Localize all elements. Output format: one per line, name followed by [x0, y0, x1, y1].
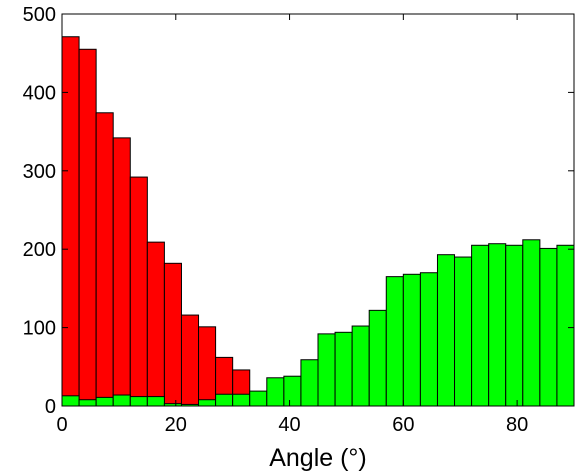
x-tick-label-0: 0 — [56, 414, 67, 436]
y-tick-label-3: 300 — [23, 161, 56, 183]
bar-series-1-bin-0 — [61, 395, 80, 407]
bar-series-0-bin-5 — [146, 241, 165, 407]
y-tick-label-4: 400 — [23, 82, 56, 104]
bars-layer — [61, 36, 575, 407]
bar-series-1-bin-4 — [129, 396, 148, 407]
axes-layer — [61, 13, 575, 407]
bar-series-0-bin-2 — [95, 112, 114, 407]
bar-series-1-bin-27 — [522, 239, 541, 407]
bar-series-1-bin-24 — [471, 244, 490, 407]
bar-series-1-bin-1 — [78, 399, 97, 407]
bar-series-1-bin-20 — [402, 273, 421, 407]
bar-series-1-bin-18 — [368, 309, 387, 407]
bar-series-1-bin-13 — [283, 375, 302, 407]
bar-series-1-bin-8 — [198, 399, 217, 407]
bar-series-1-bin-16 — [334, 331, 353, 407]
plot-frame — [61, 13, 575, 407]
bar-series-1-bin-23 — [454, 256, 473, 407]
bar-series-1-bin-22 — [436, 254, 456, 407]
y-tick-label-1: 100 — [23, 318, 56, 340]
bar-series-0-bin-3 — [112, 137, 131, 407]
bar-series-0-bin-6 — [163, 262, 182, 407]
y-tick-label-2: 200 — [23, 239, 56, 261]
bar-series-1-bin-9 — [215, 393, 234, 407]
x-tick-label-2: 40 — [278, 414, 300, 436]
bar-series-1-bin-19 — [385, 276, 404, 407]
bar-series-1-bin-10 — [232, 393, 251, 407]
bar-series-1-bin-25 — [488, 243, 507, 407]
bar-series-1-bin-3 — [112, 394, 131, 407]
bar-series-1-bin-17 — [351, 325, 370, 407]
x-tick-label-1: 20 — [165, 414, 187, 436]
bar-series-1-bin-5 — [146, 396, 165, 407]
bar-series-1-bin-14 — [300, 359, 319, 407]
bar-series-1-bin-26 — [505, 244, 524, 407]
labels-layer: 0 20 40 60 80 0 100 200 300 400 500 Angle (°) — [23, 4, 529, 472]
bar-series-1-bin-28 — [539, 247, 558, 407]
y-tick-label-0: 0 — [45, 396, 56, 418]
bar-series-1-bin-21 — [419, 272, 438, 407]
bar-series-0-bin-8 — [198, 326, 217, 407]
x-tick-label-4: 80 — [506, 414, 528, 436]
bar-series-1-bin-2 — [95, 396, 114, 407]
x-tick-label-3: 60 — [392, 414, 414, 436]
bar-series-0-bin-4 — [129, 176, 148, 407]
bar-series-1-bin-12 — [266, 377, 285, 407]
bar-series-0-bin-7 — [180, 314, 200, 407]
bar-series-1-bin-11 — [249, 390, 268, 407]
bar-series-1-bin-29 — [556, 244, 575, 407]
x-axis-title: Angle (°) — [269, 444, 367, 472]
bar-series-1-bin-15 — [317, 333, 336, 407]
y-tick-label-5: 500 — [23, 4, 56, 26]
bar-series-0-bin-1 — [78, 48, 97, 407]
